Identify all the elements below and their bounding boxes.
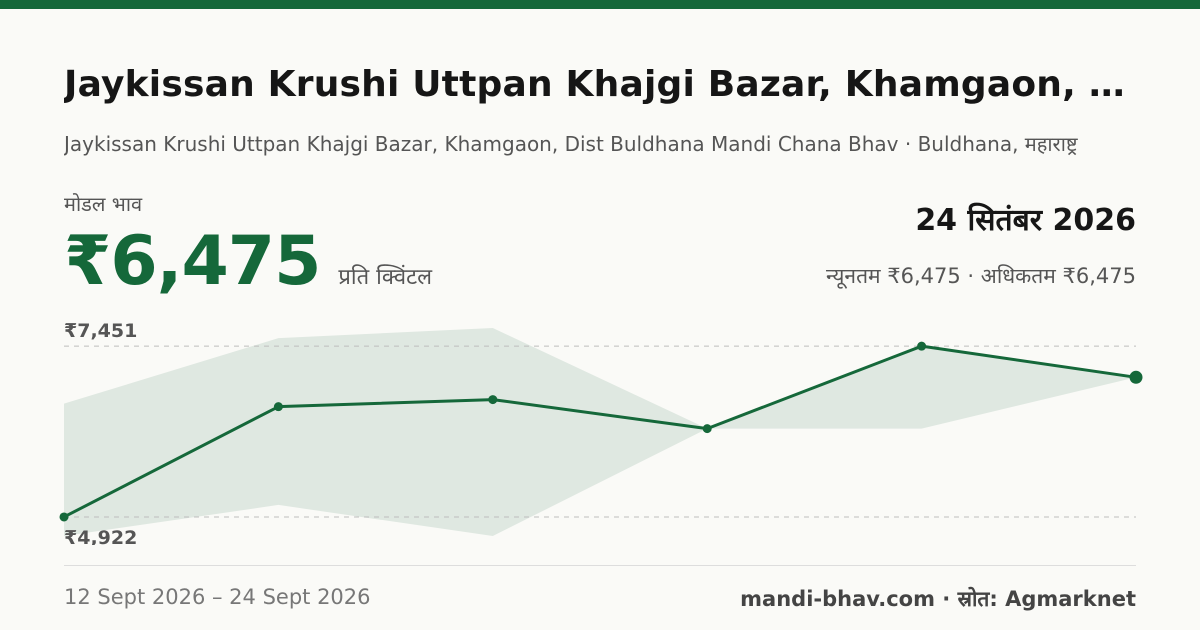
data-point: [59, 512, 69, 522]
source-credit: mandi-bhav.com · स्रोत: Agmarknet: [740, 587, 1136, 611]
model-price-label: मोडल भाव: [64, 192, 143, 216]
latest-data-point: [1129, 370, 1143, 384]
top-accent-bar: [0, 0, 1200, 9]
model-price-value: ₹6,475: [64, 222, 321, 301]
price-unit: प्रति क्विंटल: [338, 265, 433, 290]
data-point: [488, 395, 498, 405]
data-point: [917, 341, 927, 351]
page-title: Jaykissan Krushi Uttpan Khajgi Bazar, Kh…: [64, 64, 1136, 105]
min-max-price: न्यूनतम ₹6,475 · अधिकतम ₹6,475: [826, 264, 1136, 288]
price-date: 24 सितंबर 2026: [915, 203, 1136, 238]
data-point: [273, 402, 283, 412]
date-range: 12 Sept 2026 – 24 Sept 2026: [64, 585, 371, 609]
page-subtitle: Jaykissan Krushi Uttpan Khajgi Bazar, Kh…: [64, 132, 1078, 156]
footer-divider: [64, 565, 1136, 566]
price-trend-chart: ₹7,451 ₹4,922: [59, 320, 1143, 545]
price-range-band: [64, 328, 1136, 536]
price-series-line: [63, 344, 1137, 519]
y-tick-label: ₹7,451: [64, 320, 137, 342]
y-tick-label: ₹4,922: [64, 527, 137, 545]
price-row: ₹6,475 प्रति क्विंटल: [64, 222, 432, 301]
data-point: [702, 424, 712, 434]
